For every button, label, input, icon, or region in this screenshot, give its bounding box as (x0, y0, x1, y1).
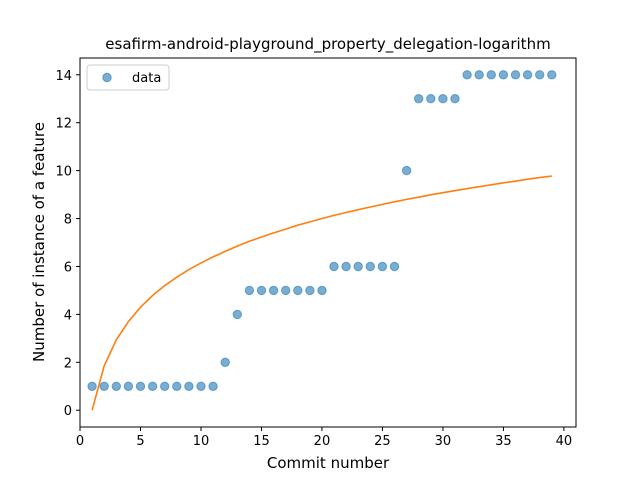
data-point (438, 94, 448, 104)
legend-box (86, 64, 170, 91)
data-point (365, 261, 375, 272)
data-point (522, 70, 533, 80)
x-tick-label: 35 (495, 434, 512, 449)
data-point (426, 94, 436, 104)
y-tick-label: 8 (64, 213, 72, 228)
data-point (305, 285, 315, 296)
data-point (450, 94, 460, 104)
x-tick-label: 30 (435, 434, 452, 449)
data-point (377, 261, 388, 272)
data-point (196, 381, 206, 391)
y-tick-label: 6 (64, 260, 72, 275)
legend-marker (102, 72, 112, 83)
data-point (498, 70, 509, 80)
data-point (147, 381, 158, 391)
data-point (220, 357, 230, 367)
x-axis-label: Commit number (267, 454, 390, 472)
chart-title: esafirm-android-playground_property_dele… (105, 35, 550, 54)
fit-line (91, 175, 552, 411)
data-point (401, 165, 412, 176)
data-point (293, 285, 303, 296)
y-tick-label: 4 (64, 308, 72, 323)
data-point (111, 381, 122, 391)
x-tick-label: 15 (253, 434, 270, 449)
axis-ticks: 0 5 10 15 20 25 30 35 40 0 2 4 6 8 10 12 14 (55, 57, 577, 449)
y-tick-label: 14 (55, 69, 72, 84)
data-point (329, 261, 339, 272)
data-point (535, 70, 545, 80)
x-tick-label: 25 (374, 434, 391, 449)
data-point (353, 261, 363, 272)
data-point (99, 381, 109, 391)
data-point (256, 285, 267, 296)
data-point (486, 70, 496, 80)
data-point (341, 261, 351, 272)
data-point (184, 381, 194, 391)
data-point (172, 381, 182, 391)
data-point (281, 285, 291, 296)
x-tick-label: 10 (193, 434, 210, 449)
x-tick-label: 5 (136, 434, 144, 449)
y-tick-label: 0 (64, 404, 72, 419)
data-point (474, 70, 484, 80)
axes-frame (79, 57, 577, 428)
data-point (462, 70, 472, 80)
data-point (268, 285, 279, 296)
x-tick-label: 0 (76, 434, 84, 449)
data-point (547, 70, 557, 80)
y-tick-label: 10 (55, 165, 72, 180)
legend: data (86, 64, 170, 91)
y-tick-label: 2 (64, 356, 72, 371)
y-axis-label: Number of instance of a feature (30, 122, 48, 362)
data-point (389, 261, 400, 272)
legend-label: data (132, 71, 161, 86)
plot-area (87, 70, 557, 411)
data-point (87, 381, 97, 391)
data-point (244, 285, 255, 296)
x-tick-label: 40 (556, 434, 573, 449)
data-point (510, 70, 521, 80)
data-point (414, 94, 424, 104)
x-tick-label: 20 (314, 434, 331, 449)
data-point (160, 381, 170, 391)
data-point (317, 285, 327, 296)
data-point (135, 381, 146, 391)
data-point (232, 309, 243, 320)
data-point (123, 381, 134, 391)
y-tick-label: 12 (55, 117, 72, 132)
data-point (208, 381, 218, 391)
